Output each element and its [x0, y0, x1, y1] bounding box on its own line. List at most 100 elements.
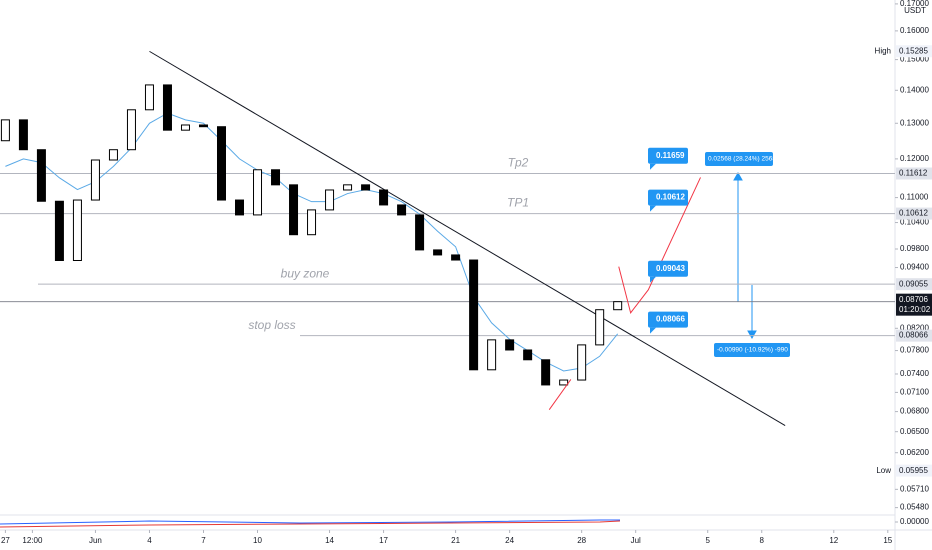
candle-body [0, 119, 10, 142]
candle-body [559, 379, 569, 386]
candle-body [397, 204, 407, 216]
callout-label: 0.09043 [656, 264, 685, 273]
y-tick-label: 0.09800 [900, 244, 929, 253]
x-tick-label: 12:00 [22, 536, 43, 545]
candle-body [487, 339, 497, 371]
indicator-line [0, 520, 621, 528]
price-tag [896, 278, 932, 291]
low-value: 0.05955 [899, 466, 928, 475]
candle-body [108, 149, 118, 161]
moving-average [5, 112, 619, 372]
callout-pointer [650, 163, 656, 170]
last-price-label: 0.08706 [899, 295, 928, 304]
x-tick-label: 4 [147, 536, 152, 545]
price-tag [896, 329, 932, 342]
x-tick-label: 12 [829, 536, 838, 545]
y-tick-label: 0.14000 [900, 85, 929, 94]
candle-body [379, 189, 389, 206]
x-tick-label: 7 [201, 536, 206, 545]
measure-label: 0.02568 (28.24%) 2568 [708, 156, 776, 163]
x-tick-label: 14 [325, 536, 334, 545]
candle-body [505, 339, 515, 351]
low-tag [896, 464, 932, 477]
price-tag-label: 0.10612 [899, 209, 928, 218]
candle-body [325, 189, 335, 211]
x-tick-label: 24 [505, 536, 514, 545]
candle-body [253, 169, 263, 216]
candle-body [595, 309, 605, 346]
price-tag-label: 0.09055 [899, 279, 928, 288]
candle-body [469, 259, 479, 371]
level-label: Tp2 [508, 156, 529, 170]
x-tick-label: 27 [1, 536, 10, 545]
price-callout [648, 260, 688, 277]
x-tick-label: 17 [379, 536, 388, 545]
y-tick-label: 0.07800 [900, 346, 929, 355]
y-tick-label: 0.05480 [900, 503, 929, 512]
y-tick-label: 0.05710 [900, 484, 929, 493]
measure-box [705, 152, 773, 166]
candle-body [451, 254, 461, 261]
price-callout [648, 189, 688, 206]
price-tag [896, 167, 932, 180]
x-tick-label: 15 [883, 536, 892, 545]
y-tick-label: 0.11000 [900, 193, 929, 202]
level-label: buy zone [281, 266, 330, 280]
measure-arrows [733, 171, 757, 340]
y-tick-label: 0.13000 [900, 118, 929, 127]
y-tick-label: 0.16000 [900, 26, 929, 35]
candle-body [72, 199, 82, 261]
candle-body [18, 119, 28, 151]
callout-pointer [650, 327, 656, 334]
candle-body [144, 84, 154, 111]
candle-body [126, 109, 136, 151]
y-tick-label: 0.15000 [900, 55, 929, 64]
candle-body [54, 200, 64, 261]
price-tag-label: 0.08066 [899, 331, 928, 340]
callout-label: 0.10612 [656, 193, 685, 202]
candle-body [216, 126, 226, 201]
candle-body [198, 124, 208, 128]
price-callout [648, 311, 688, 328]
candle-body [523, 349, 533, 361]
measure-box [714, 343, 790, 357]
price-callout [648, 147, 688, 164]
candle-body [415, 214, 425, 251]
indicator-tick-label: 0.00000 [900, 517, 929, 526]
candle-body [433, 249, 443, 256]
candle-body [180, 124, 190, 131]
candle-body [271, 169, 281, 186]
candle-body [343, 184, 353, 191]
x-tick-label: 5 [705, 536, 710, 545]
candle-body [36, 149, 46, 202]
x-tick-label: Jul [631, 536, 641, 545]
x-tick-label: 28 [577, 536, 586, 545]
candle-body [162, 84, 172, 131]
callout-label: 0.08066 [656, 315, 685, 324]
measure-label: -0.00990 (-10.92%) -990 [717, 347, 788, 354]
y-tick-label: 0.06200 [900, 448, 929, 457]
y-tick-label: 0.07400 [900, 369, 929, 378]
level-label: TP1 [507, 196, 529, 210]
x-tick-label: 10 [253, 536, 262, 545]
currency-label: USDT [904, 6, 926, 15]
candle-body [235, 199, 245, 216]
candle-body [613, 301, 623, 311]
y-tick-label: 0.17000 [900, 0, 929, 8]
projection-path [548, 177, 701, 410]
level-label: stop loss [248, 318, 295, 332]
x-tick-label: 21 [451, 536, 460, 545]
y-tick-label: 0.08200 [900, 323, 929, 332]
y-tick-label: 0.07100 [900, 388, 929, 397]
last-price-tag [896, 293, 932, 316]
price-tag [896, 207, 932, 220]
high-tag [896, 45, 932, 58]
candle-body [541, 359, 551, 386]
countdown-label: 01:20:02 [899, 305, 931, 314]
y-tick-label: 0.12000 [900, 154, 929, 163]
candle-body [577, 344, 587, 381]
y-tick-label: 0.09400 [900, 263, 929, 272]
callout-label: 0.11659 [656, 151, 685, 160]
high-value: 0.15285 [899, 46, 928, 55]
